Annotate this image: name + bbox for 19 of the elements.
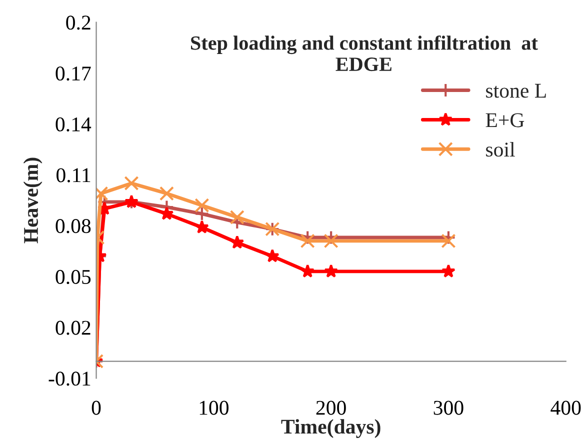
y-tick-label: 0.14 [56,117,92,132]
x-tick-label: 400 [550,400,581,415]
y-tick-label: 0.02 [56,320,90,335]
y-tick-label: 0.11 [56,168,90,182]
x-tick-label: 100 [200,400,228,415]
legend-label: stone L [486,84,546,98]
y-tick-label: 0.05 [56,270,91,284]
y-axis-title: Heave(m) [23,158,42,244]
x-tick-label: 200 [316,400,346,415]
y-tick-label: 0.17 [56,66,91,81]
x-tick-label: 0 [92,400,101,415]
legend-label: soil [486,142,515,157]
text: Step loading and constant infiltration at EDGE [191,35,538,72]
y-tick-label: 0.08 [56,219,91,234]
x-tick-label: 300 [434,400,464,415]
y-tick-label: -0.01 [48,372,90,386]
legend-label: E+G [486,113,524,128]
y-tick-label: 0.2 [66,16,90,30]
x-axis-title: Time(days) [281,419,380,438]
